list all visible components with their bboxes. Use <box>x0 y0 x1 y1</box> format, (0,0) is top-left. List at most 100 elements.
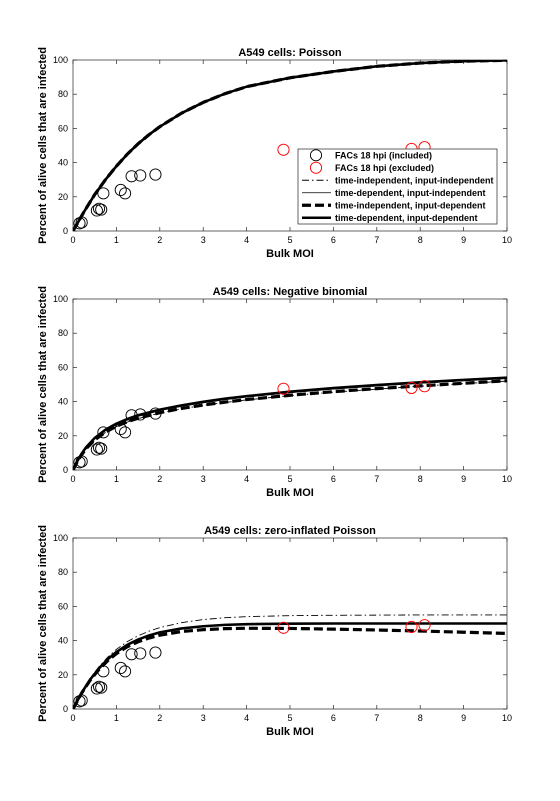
x-tick-label: 9 <box>461 713 466 723</box>
series-line-tdd <box>73 60 507 231</box>
data-point-included <box>95 681 108 694</box>
data-point-included <box>134 408 147 421</box>
data-point-excluded <box>405 381 418 394</box>
data-point-included <box>119 665 132 678</box>
legend-box <box>297 148 498 225</box>
data-point-included <box>119 187 132 200</box>
legend-marker <box>309 161 323 174</box>
data-point-included <box>149 407 162 420</box>
x-tick-label: 10 <box>502 713 512 723</box>
x-tick-label: 7 <box>374 713 379 723</box>
curve-group <box>73 376 507 470</box>
data-point-included <box>114 422 127 436</box>
x-tick-label: 2 <box>157 235 162 245</box>
x-tick-label: 9 <box>461 235 466 245</box>
data-point-included <box>90 682 103 695</box>
data-point-included <box>119 426 132 439</box>
data-point-included <box>125 648 138 661</box>
data-point-included <box>75 216 88 229</box>
legend-label: FACs 18 hpi (excluded) <box>335 163 434 173</box>
x-axis-label: Bulk MOI <box>266 487 314 499</box>
y-axis-label: Percent of alive cells that are infected <box>37 525 49 722</box>
y-tick-label: 40 <box>58 636 68 646</box>
data-point-included <box>125 409 138 422</box>
x-tick-label: 8 <box>418 235 423 245</box>
y-tick-label: 0 <box>63 226 68 236</box>
x-tick-label: 6 <box>331 713 336 723</box>
x-tick-label: 1 <box>114 474 119 484</box>
x-tick-label: 8 <box>418 713 423 723</box>
x-tick-label: 1 <box>114 235 119 245</box>
y-tick-label: 20 <box>58 670 68 680</box>
x-tick-label: 5 <box>287 235 292 245</box>
x-tick-label: 1 <box>114 713 119 723</box>
x-tick-label: 6 <box>331 235 336 245</box>
legend: FACs 18 hpi (included) FACs 18 hpi (exclu… <box>297 148 498 225</box>
x-tick-label: 10 <box>502 235 512 245</box>
data-point-included <box>149 646 162 659</box>
data-point-excluded <box>405 620 418 633</box>
data-point-included <box>97 665 110 678</box>
legend-label: time-independent, input-dependent <box>335 200 486 210</box>
data-point-included <box>97 187 110 200</box>
data-point-included <box>95 203 108 216</box>
data-point-excluded <box>277 621 290 634</box>
x-tick-label: 3 <box>201 713 206 723</box>
data-point-excluded <box>418 619 431 632</box>
data-point-included <box>75 694 88 707</box>
data-point-included <box>95 442 108 455</box>
x-tick-label: 7 <box>374 474 379 484</box>
data-point-included <box>125 170 138 183</box>
y-tick-label: 100 <box>53 533 68 543</box>
y-tick-label: 60 <box>58 123 68 133</box>
data-point-included <box>114 661 127 675</box>
y-tick-label: 80 <box>58 89 68 99</box>
legend-label: time-independent, input-independent <box>335 175 494 185</box>
data-point-included <box>149 168 162 181</box>
x-tick-label: 0 <box>70 713 75 723</box>
legend-label: time-dependent, input-independent <box>335 188 486 198</box>
data-point-excluded <box>277 143 290 156</box>
y-tick-label: 80 <box>58 567 68 577</box>
x-tick-label: 9 <box>461 474 466 484</box>
x-tick-label: 5 <box>287 474 292 484</box>
data-point-excluded <box>277 382 290 395</box>
y-axis-label: Percent of alive cells that are infected <box>37 47 49 244</box>
x-axis-label: Bulk MOI <box>266 726 314 738</box>
y-tick-label: 80 <box>58 328 68 338</box>
x-tick-label: 10 <box>502 474 512 484</box>
x-tick-label: 2 <box>157 474 162 484</box>
y-tick-label: 20 <box>58 431 68 441</box>
x-tick-label: 0 <box>70 474 75 484</box>
y-tick-label: 60 <box>58 601 68 611</box>
data-point-excluded <box>418 380 431 393</box>
x-tick-label: 5 <box>287 713 292 723</box>
data-point-included <box>134 169 147 182</box>
legend-label: time-dependent, input-dependent <box>335 213 478 223</box>
chart-title: A549 cells: Poisson <box>238 47 342 59</box>
x-tick-label: 2 <box>157 713 162 723</box>
series-line-tdd <box>73 376 507 470</box>
y-tick-label: 40 <box>58 397 68 407</box>
legend-label: FACs 18 hpi (included) <box>335 150 432 160</box>
x-tick-label: 4 <box>244 235 249 245</box>
x-tick-label: 4 <box>244 474 249 484</box>
y-tick-label: 0 <box>63 704 68 714</box>
data-point-included <box>75 455 88 468</box>
x-tick-label: 8 <box>418 474 423 484</box>
y-tick-label: 60 <box>58 362 68 372</box>
data-point-included <box>134 647 147 660</box>
series-line-tidi <box>73 614 507 709</box>
data-point-included <box>114 183 127 197</box>
x-tick-label: 7 <box>374 235 379 245</box>
chart-title: A549 cells: zero-inflated Poisson <box>204 525 376 537</box>
y-tick-label: 100 <box>53 55 68 65</box>
x-axis-label: Bulk MOI <box>266 248 314 260</box>
series-line-tidd <box>73 626 507 709</box>
x-tick-label: 4 <box>244 713 249 723</box>
x-tick-label: 0 <box>70 235 75 245</box>
